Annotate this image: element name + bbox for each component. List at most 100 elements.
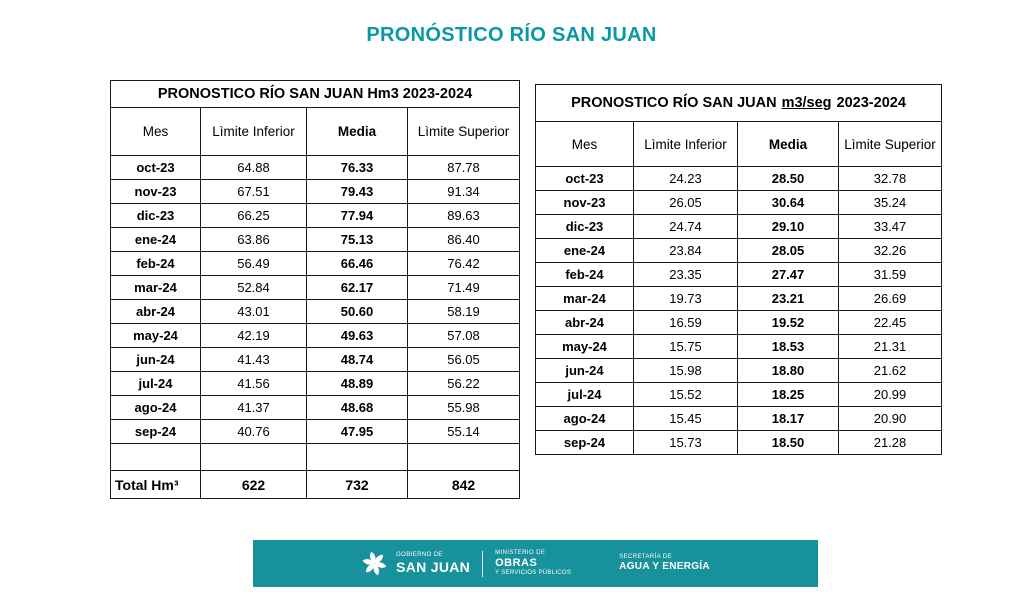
- value-cell: 66.46: [306, 251, 408, 276]
- value-cell: 24.74: [633, 214, 738, 239]
- value-cell: 32.78: [837, 166, 943, 191]
- month-cell: mar-24: [110, 275, 201, 300]
- value-cell: 49.63: [306, 323, 408, 348]
- value-cell: 29.10: [737, 214, 839, 239]
- empty-cell: [406, 443, 521, 471]
- empty-cell: [306, 443, 408, 471]
- table-row: oct-23 64.88 76.33 87.78: [110, 155, 521, 180]
- table-hm3: PRONOSTICO RÍO SAN JUAN Hm3 2023-2024 Me…: [109, 80, 521, 499]
- value-cell: 35.24: [837, 190, 943, 215]
- value-cell: 52.84: [200, 275, 307, 300]
- column-header-mes: Mes: [110, 107, 201, 156]
- value-cell: 86.40: [406, 227, 521, 252]
- total-value-superior: 842: [406, 470, 521, 499]
- value-cell: 40.76: [200, 419, 307, 444]
- column-header-media: Media: [737, 121, 839, 167]
- ministerio-block: MINISTERIO DE OBRAS Y SERVICIOS PÚBLICOS: [495, 550, 571, 576]
- value-cell: 28.50: [737, 166, 839, 191]
- table-row: ago-24 15.45 18.17 20.90: [535, 406, 943, 431]
- value-cell: 18.53: [737, 334, 839, 359]
- month-cell: sep-24: [535, 430, 634, 455]
- value-cell: 28.05: [737, 238, 839, 263]
- table-row: oct-23 24.23 28.50 32.78: [535, 166, 943, 191]
- column-header-limite-superior: Lìmite Superior: [837, 121, 943, 167]
- value-cell: 87.78: [406, 155, 521, 180]
- value-cell: 15.75: [633, 334, 738, 359]
- ministerio-label: MINISTERIO DE: [495, 550, 546, 557]
- table-m3seg: PRONOSTICO RÍO SAN JUAN m3/seg 2023-2024 M…: [534, 84, 943, 455]
- table-row: nov-23 26.05 30.64 35.24: [535, 190, 943, 215]
- value-cell: 55.14: [406, 419, 521, 444]
- table-hm3-title-row: PRONOSTICO RÍO SAN JUAN Hm3 2023-2024: [109, 80, 521, 108]
- value-cell: 21.28: [837, 430, 943, 455]
- month-cell: oct-23: [110, 155, 201, 180]
- value-cell: 66.25: [200, 203, 307, 228]
- value-cell: 91.34: [406, 179, 521, 204]
- value-cell: 43.01: [200, 299, 307, 324]
- table-row: abr-24 43.01 50.60 58.19: [110, 299, 521, 324]
- total-value-media: 732: [306, 470, 408, 499]
- month-cell: ago-24: [110, 395, 201, 420]
- value-cell: 79.43: [306, 179, 408, 204]
- value-cell: 50.60: [306, 299, 408, 324]
- month-cell: ene-24: [110, 227, 201, 252]
- column-header-media: Media: [306, 107, 408, 156]
- gobierno-block: GOBIERNO DE SAN JUAN: [396, 552, 470, 575]
- table-row: sep-24 40.76 47.95 55.14: [110, 419, 521, 444]
- table-m3seg-header-row: Mes Lìmite Inferior Media Lìmite Superio…: [535, 121, 943, 167]
- value-cell: 31.59: [837, 262, 943, 287]
- value-cell: 58.19: [406, 299, 521, 324]
- value-cell: 42.19: [200, 323, 307, 348]
- month-cell: may-24: [535, 334, 634, 359]
- month-cell: ago-24: [535, 406, 634, 431]
- value-cell: 27.47: [737, 262, 839, 287]
- secretaria-block: SECRETARÍA DE AGUA Y ENERGÍA: [619, 554, 710, 572]
- gobierno-name: SAN JUAN: [396, 558, 471, 575]
- table-row: dic-23 66.25 77.94 89.63: [110, 203, 521, 228]
- value-cell: 71.49: [406, 275, 521, 300]
- table-hm3-footer: Total Hm³ 622 732 842: [110, 443, 521, 499]
- value-cell: 67.51: [200, 179, 307, 204]
- column-header-mes: Mes: [535, 121, 634, 167]
- table-m3seg-body: oct-23 24.23 28.50 32.78 nov-23 26.05 30.64 35.…: [535, 166, 943, 455]
- value-cell: 23.35: [633, 262, 738, 287]
- footer-banner: GOBIERNO DE SAN JUAN MINISTERIO DE OBRAS…: [253, 540, 818, 587]
- table-row: sep-24 15.73 18.50 21.28: [535, 430, 943, 455]
- value-cell: 63.86: [200, 227, 307, 252]
- month-cell: dic-23: [535, 214, 634, 239]
- total-value-inferior: 622: [200, 470, 307, 499]
- value-cell: 23.21: [737, 286, 839, 311]
- table-row: may-24 42.19 49.63 57.08: [110, 323, 521, 348]
- month-cell: mar-24: [535, 286, 634, 311]
- column-header-limite-inferior: Lìmite Inferior: [200, 107, 307, 156]
- month-cell: jun-24: [535, 358, 634, 383]
- table-row: jun-24 15.98 18.80 21.62: [535, 358, 943, 383]
- ministerio-sub: Y SERVICIOS PÚBLICOS: [495, 569, 572, 576]
- table-row: jul-24 15.52 18.25 20.99: [535, 382, 943, 407]
- san-juan-logo-icon: [361, 550, 388, 577]
- value-cell: 26.05: [633, 190, 738, 215]
- value-cell: 41.37: [200, 395, 307, 420]
- title-unit: m3/seg: [781, 95, 832, 111]
- month-cell: abr-24: [110, 299, 201, 324]
- table-row: abr-24 16.59 19.52 22.45: [535, 310, 943, 335]
- value-cell: 26.69: [837, 286, 943, 311]
- table-hm3-body: oct-23 64.88 76.33 87.78 nov-23 67.51 79.43 91.…: [110, 155, 521, 444]
- value-cell: 48.89: [306, 371, 408, 396]
- column-header-limite-superior: Lìmite Superior: [406, 107, 521, 156]
- value-cell: 76.33: [306, 155, 408, 180]
- empty-cell: [200, 443, 307, 471]
- table-row: may-24 15.75 18.53 21.31: [535, 334, 943, 359]
- value-cell: 48.74: [306, 347, 408, 372]
- gobierno-label: GOBIERNO DE: [396, 552, 443, 558]
- value-cell: 89.63: [406, 203, 521, 228]
- table-row: feb-24 23.35 27.47 31.59: [535, 262, 943, 287]
- empty-cell: [110, 443, 201, 471]
- page-title: PRONÓSTICO RÍO SAN JUAN: [366, 24, 657, 46]
- month-cell: abr-24: [535, 310, 634, 335]
- value-cell: 18.25: [737, 382, 839, 407]
- month-cell: jul-24: [110, 371, 201, 396]
- secretaria-name: AGUA Y ENERGÍA: [619, 561, 710, 573]
- total-label: Total Hm³: [110, 470, 201, 499]
- secretaria-label: SECRETARÍA DE: [619, 554, 672, 561]
